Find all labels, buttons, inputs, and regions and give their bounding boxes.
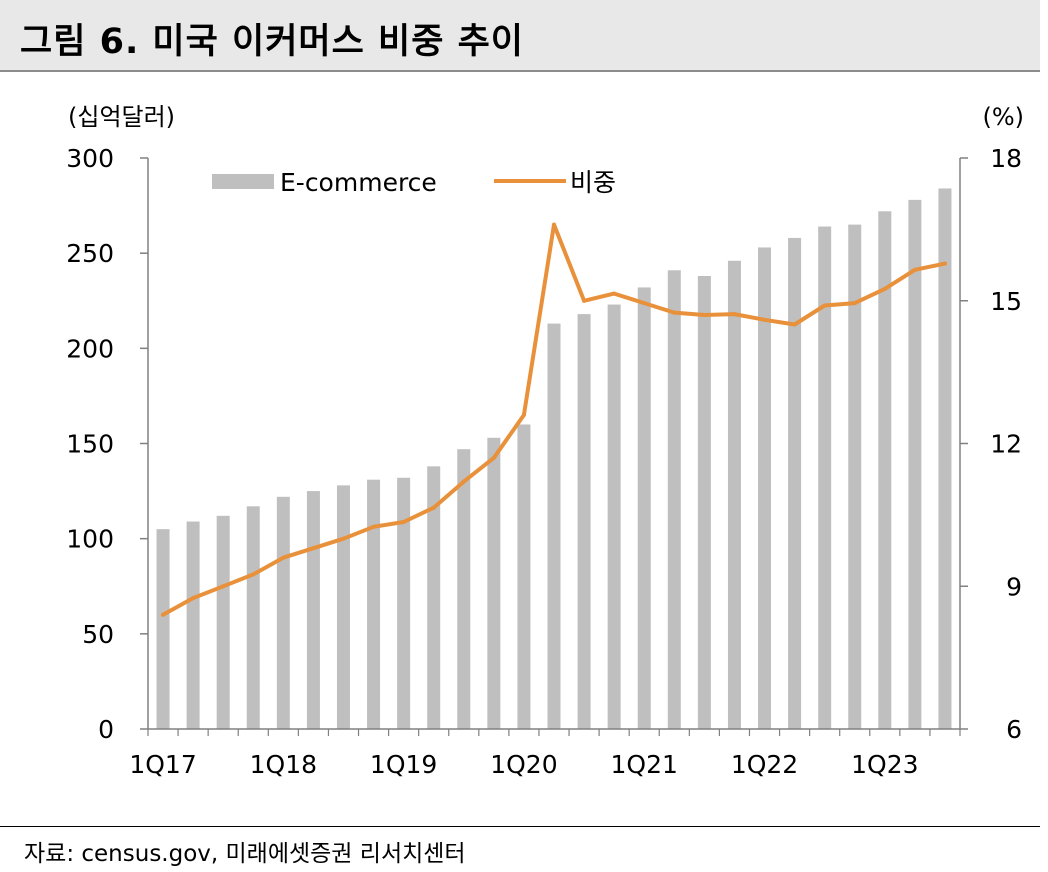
bar-1Q17 xyxy=(156,529,170,729)
bar-4Q18 xyxy=(367,479,381,729)
bar-4Q20 xyxy=(607,304,621,729)
right-tick-label-18: 18 xyxy=(990,144,1022,173)
bar-3Q19 xyxy=(457,449,471,729)
source-divider xyxy=(0,826,1040,827)
bar-1Q20 xyxy=(517,424,531,729)
x-label-1Q23: 1Q23 xyxy=(851,750,918,779)
bar-3Q23 xyxy=(938,188,952,729)
left-tick-label-300: 300 xyxy=(66,144,114,173)
left-tick-label-100: 100 xyxy=(66,525,114,554)
share-point-2Q23 xyxy=(912,267,917,272)
share-point-3Q20 xyxy=(582,298,587,303)
bar-2Q19 xyxy=(427,466,441,729)
share-point-1Q19 xyxy=(401,520,406,525)
bar-1Q22 xyxy=(758,247,772,729)
share-point-3Q22 xyxy=(822,303,827,308)
share-point-2Q18 xyxy=(311,546,316,551)
share-point-4Q18 xyxy=(371,524,376,529)
bar-2Q20 xyxy=(547,323,561,729)
share-point-1Q23 xyxy=(882,286,887,291)
bar-1Q18 xyxy=(276,496,290,729)
left-tick-label-200: 200 xyxy=(66,334,114,363)
share-point-1Q21 xyxy=(642,301,647,306)
bar-2Q18 xyxy=(306,491,320,729)
bar-4Q19 xyxy=(487,437,501,729)
bar-2Q23 xyxy=(908,199,922,729)
legend-label-ecommerce: E-commerce xyxy=(280,168,437,197)
left-tick-label-50: 50 xyxy=(82,620,114,649)
bar-3Q17 xyxy=(216,515,230,729)
right-tick-label-6: 6 xyxy=(1006,715,1022,744)
share-point-4Q22 xyxy=(852,301,857,306)
x-label-1Q22: 1Q22 xyxy=(731,750,798,779)
share-point-2Q19 xyxy=(431,505,436,510)
x-label-1Q20: 1Q20 xyxy=(490,750,557,779)
left-tick-label-250: 250 xyxy=(66,239,114,268)
right-tick-label-9: 9 xyxy=(1006,572,1022,601)
share-point-3Q17 xyxy=(221,584,226,589)
share-point-3Q18 xyxy=(341,536,346,541)
combo-chart: 0 50 100 150 200 250 300 6 9 12 15 18 1Q17 1Q18 1Q19 1Q… xyxy=(66,103,1024,779)
bar-3Q22 xyxy=(818,226,832,729)
x-label-1Q21: 1Q21 xyxy=(611,750,678,779)
share-point-1Q22 xyxy=(762,317,767,322)
bar-1Q23 xyxy=(878,211,892,729)
x-label-1Q17: 1Q17 xyxy=(129,750,196,779)
share-point-3Q19 xyxy=(461,479,466,484)
chart-figure-title: 그림 6. 미국 이커머스 비중 추이 xyxy=(20,22,524,62)
legend-label-share: 비중 xyxy=(570,168,616,197)
bar-3Q21 xyxy=(697,276,711,729)
bar-4Q22 xyxy=(848,224,862,729)
share-point-1Q18 xyxy=(281,555,286,560)
left-tick-label-150: 150 xyxy=(66,430,114,459)
bar-3Q18 xyxy=(336,485,350,729)
share-point-2Q17 xyxy=(191,596,196,601)
share-point-4Q17 xyxy=(251,572,256,577)
left-tick-label-0: 0 xyxy=(98,715,114,744)
share-point-4Q21 xyxy=(732,312,737,317)
right-tick-label-12: 12 xyxy=(990,430,1022,459)
bar-1Q19 xyxy=(397,477,411,729)
bar-1Q21 xyxy=(637,287,651,729)
legend-swatch-ecommerce xyxy=(212,174,274,189)
bar-4Q17 xyxy=(246,506,260,729)
share-point-2Q21 xyxy=(672,310,677,315)
x-label-1Q19: 1Q19 xyxy=(370,750,437,779)
share-point-4Q20 xyxy=(612,291,617,296)
share-point-3Q21 xyxy=(702,313,707,318)
bar-2Q21 xyxy=(667,270,681,729)
share-point-2Q22 xyxy=(792,322,797,327)
right-unit-label: (%) xyxy=(982,103,1024,131)
share-point-1Q17 xyxy=(161,612,166,617)
bar-2Q17 xyxy=(186,521,200,729)
bar-2Q22 xyxy=(788,237,802,729)
source-note: 자료: census.gov, 미래에셋증권 리서치센터 xyxy=(24,841,466,867)
title-bar: 그림 6. 미국 이커머스 비중 추이 xyxy=(0,0,1040,72)
share-point-4Q19 xyxy=(491,455,496,460)
share-point-3Q23 xyxy=(942,261,947,266)
share-point-1Q20 xyxy=(521,412,526,417)
x-label-1Q18: 1Q18 xyxy=(250,750,317,779)
left-unit-label: (십억달러) xyxy=(68,103,175,131)
right-tick-label-15: 15 xyxy=(990,287,1022,316)
bar-3Q20 xyxy=(577,314,591,729)
share-point-2Q20 xyxy=(552,222,556,227)
bar-4Q21 xyxy=(727,260,741,729)
